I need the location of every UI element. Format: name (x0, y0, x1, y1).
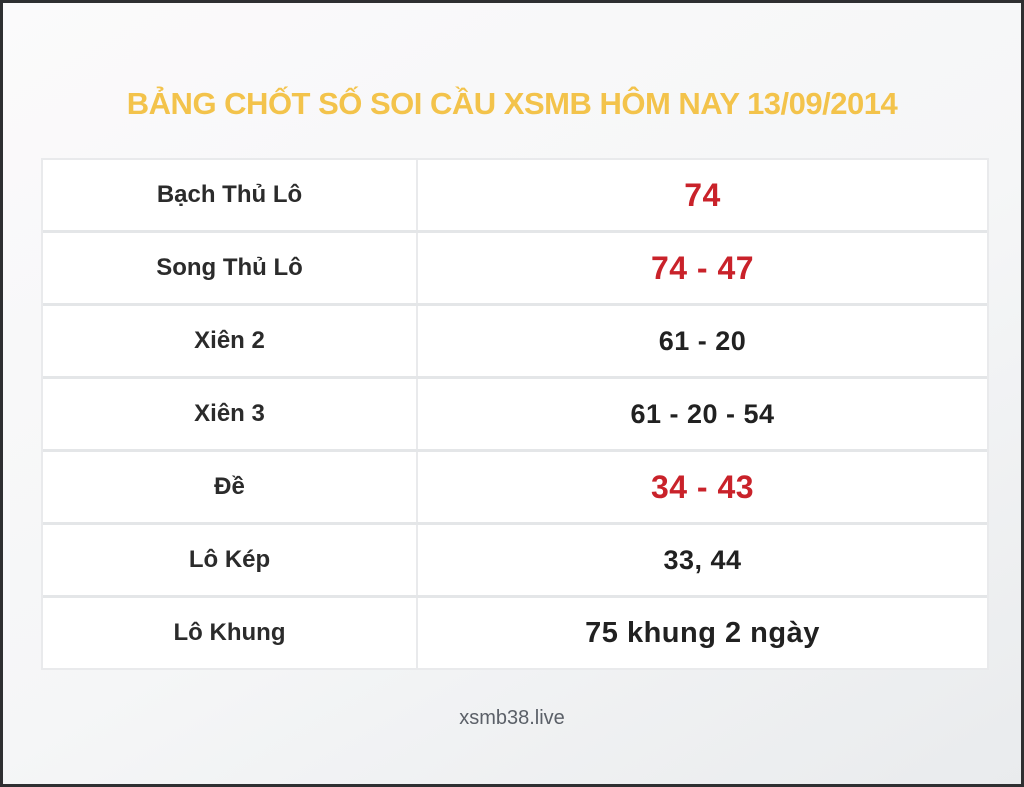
row-value: 61 - 20 (658, 325, 747, 356)
table-row: Xiên 2 61 - 20 (43, 306, 987, 379)
row-label: Xiên 2 (43, 306, 418, 376)
row-label: Đề (43, 452, 418, 522)
row-label: Lô Kép (43, 525, 418, 595)
table-row: Xiên 3 61 - 20 - 54 (43, 379, 987, 452)
prediction-table: Bạch Thủ Lô 74 Song Thủ Lô 74 - 47 Xiên … (41, 158, 989, 670)
page-title: BẢNG CHỐT SỐ SOI CẦU XSMB HÔM NAY 13/09/… (126, 86, 898, 121)
table-row: Đề 34 - 43 (43, 452, 987, 525)
row-label: Lô Khung (43, 598, 418, 668)
table-row: Lô Khung 75 khung 2 ngày (43, 598, 987, 668)
row-label: Bạch Thủ Lô (43, 160, 418, 230)
row-value: 74 - 47 (650, 249, 755, 286)
row-value: 75 khung 2 ngày (585, 616, 820, 649)
row-label: Song Thủ Lô (43, 233, 418, 303)
site-footer: xsmb38.live (459, 707, 565, 729)
table-row: Lô Kép 33, 44 (43, 525, 987, 598)
table-row: Bạch Thủ Lô 74 (43, 160, 987, 233)
row-value: 33, 44 (663, 544, 742, 575)
row-value: 61 - 20 - 54 (630, 398, 775, 429)
table-row: Song Thủ Lô 74 - 47 (43, 233, 987, 306)
row-value: 34 - 43 (650, 468, 755, 505)
row-value: 74 (684, 176, 721, 213)
row-label: Xiên 3 (43, 379, 418, 449)
